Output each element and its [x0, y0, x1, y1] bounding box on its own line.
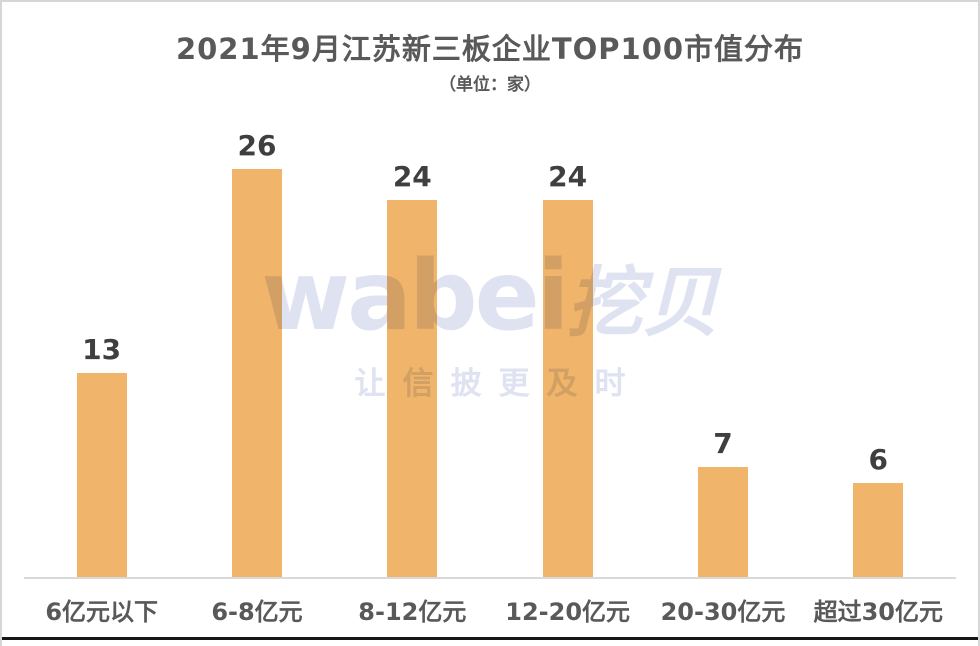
bar-column: 26 — [179, 2, 334, 577]
category-label: 8-12亿元 — [358, 598, 467, 626]
bar — [76, 373, 127, 577]
chart-subtitle: （单位：家） — [439, 75, 541, 95]
bar-value-label: 6 — [868, 443, 889, 476]
category-labels-row: 6亿元以下 6-8亿元 8-12亿元 12-20亿元 20-30亿元 超过30亿元 — [24, 592, 956, 627]
bar-column: 13 — [24, 2, 179, 577]
bar-value-label: 7 — [713, 427, 733, 460]
x-axis-line — [24, 577, 956, 579]
bar — [853, 483, 904, 577]
category-label: 12-20亿元 — [505, 598, 631, 626]
bar — [231, 169, 282, 577]
bar-column: 24 — [490, 2, 645, 577]
bar-column: 6 — [801, 2, 956, 577]
category-label: 20-30亿元 — [660, 598, 786, 626]
category-label: 超过30亿元 — [813, 598, 943, 626]
bar-column: 7 — [645, 2, 800, 577]
bar-value-label: 24 — [548, 160, 588, 193]
chart-title: 2021年9月江苏新三板企业TOP100市值分布 — [175, 32, 805, 66]
bar-value-label: 13 — [82, 333, 122, 366]
bar — [387, 200, 438, 577]
bar-value-label: 24 — [392, 160, 432, 193]
bar-column: 24 — [335, 2, 490, 577]
category-label: 6亿元以下 — [45, 598, 159, 626]
bottom-border-line — [2, 637, 978, 640]
bar — [542, 200, 593, 577]
bar — [697, 467, 748, 577]
bar-value-label: 26 — [237, 129, 277, 162]
bars-container: 13 26 24 24 7 6 — [24, 2, 956, 577]
category-label: 6-8亿元 — [211, 598, 303, 626]
